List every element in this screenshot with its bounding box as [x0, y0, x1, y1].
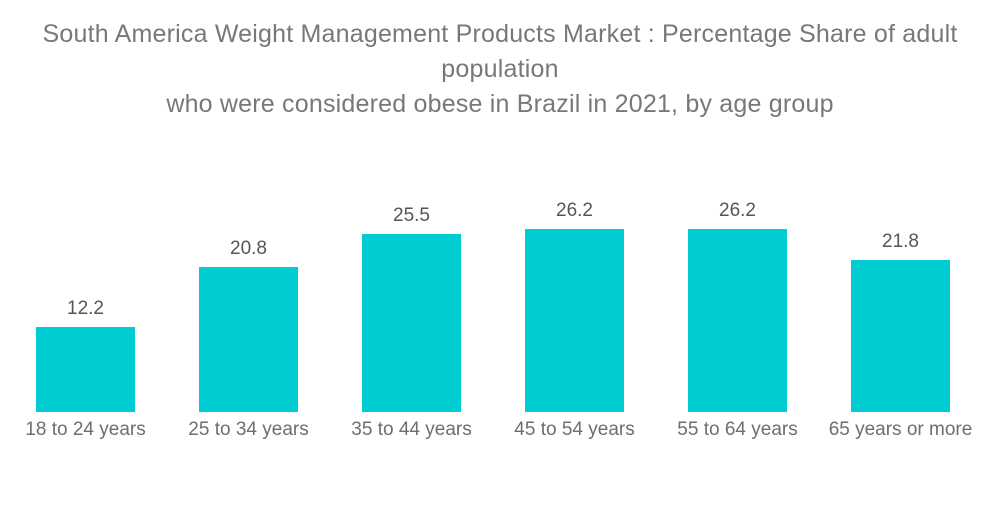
bar-value-label: 25.5: [393, 205, 430, 226]
bar: [199, 267, 298, 412]
bar-column-65-or-more: 21.8 65 years or more: [829, 231, 973, 441]
bar: [525, 229, 624, 412]
bar-category-label: 55 to 64 years: [677, 419, 798, 440]
chart-title: South America Weight Management Products…: [0, 17, 1000, 122]
bar-column-45-to-54: 26.2 45 to 54 years: [514, 200, 634, 441]
bar-value-label: 20.8: [230, 238, 267, 259]
bar-value-label: 26.2: [556, 200, 593, 221]
bar-category-label: 45 to 54 years: [514, 419, 635, 440]
bar: [362, 234, 461, 412]
bar-value-label: 26.2: [719, 200, 756, 221]
bar-column-18-to-24: 12.2 18 to 24 years: [25, 298, 145, 441]
bar-category-label: 35 to 44 years: [351, 419, 472, 440]
bar: [36, 327, 135, 412]
bar: [688, 229, 787, 412]
bar-column-25-to-34: 20.8 25 to 34 years: [188, 238, 308, 441]
chart-title-line-2: who were considered obese in Brazil in 2…: [166, 90, 834, 118]
bar-category-label: 25 to 34 years: [188, 419, 309, 440]
bar-chart: 12.2 18 to 24 years 20.8 25 to 34 years …: [25, 200, 973, 441]
chart-title-line-1: South America Weight Management Products…: [42, 20, 958, 83]
bar-column-55-to-64: 26.2 55 to 64 years: [677, 200, 797, 441]
bar-value-label: 12.2: [67, 298, 104, 319]
bar: [851, 260, 950, 412]
bar-value-label: 21.8: [882, 231, 919, 252]
bar-category-label: 18 to 24 years: [25, 419, 146, 440]
bar-category-label: 65 years or more: [828, 419, 973, 440]
bar-column-35-to-44: 25.5 35 to 44 years: [351, 205, 471, 441]
